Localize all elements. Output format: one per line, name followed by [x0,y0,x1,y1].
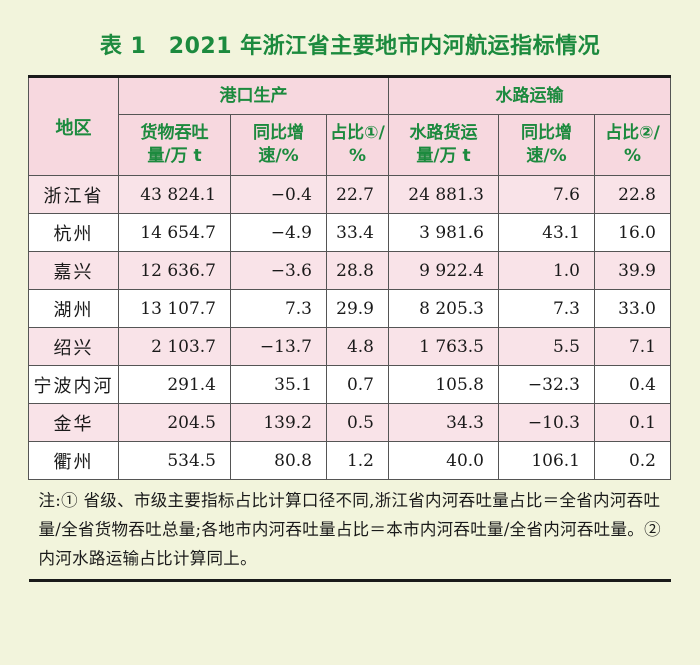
region-cell: 金华 [28,403,119,442]
table-row: 绍兴 2 103.7 −13.7 4.8 1 763.5 5.5 7.1 [28,327,671,366]
region-header: 地区 [28,76,119,176]
port-growth-cell: 35.1 [230,365,327,404]
water-share-header: 占比②/% [594,114,671,176]
port-growth-cell: −4.9 [230,213,327,252]
water-growth-header: 同比增 速/% [498,114,595,176]
port-production-header: 港口生产 [118,76,389,115]
port-share-header: 占比①/% [326,114,389,176]
water-share-cell: 0.1 [594,403,671,442]
water-cargo-cell: 24 881.3 [388,175,499,214]
table-footnote: 注:① 省级、市级主要指标占比计算口径不同,浙江省内河吞吐量占比＝全省内河吞吐量… [28,479,671,581]
table-row: 湖州 13 107.7 7.3 29.9 8 205.3 7.3 33.0 [28,289,671,328]
water-share-cell: 39.9 [594,251,671,290]
water-growth-cell: 5.5 [498,327,595,366]
port-share-cell: 4.8 [326,327,389,366]
water-cargo-cell: 8 205.3 [388,289,499,328]
table-title: 表 1 2021 年浙江省主要地市内河航运指标情况 [99,34,601,59]
water-share-cell: 7.1 [594,327,671,366]
table-row: 金华 204.5 139.2 0.5 34.3 −10.3 0.1 [28,403,671,442]
port-growth-cell: −0.4 [230,175,327,214]
waterway-transport-header: 水路运输 [388,76,671,115]
water-cargo-cell: 9 922.4 [388,251,499,290]
port-growth-cell: −13.7 [230,327,327,366]
table-row: 衢州 534.5 80.8 1.2 40.0 106.1 0.2 [28,441,671,480]
port-share-cell: 1.2 [326,441,389,480]
water-cargo-header: 水路货运 量/万 t [388,114,499,176]
water-cargo-cell: 105.8 [388,365,499,404]
port-share-cell: 33.4 [326,213,389,252]
water-growth-cell: 7.3 [498,289,595,328]
port-share-cell: 0.7 [326,365,389,404]
water-share-cell: 0.2 [594,441,671,480]
port-growth-cell: −3.6 [230,251,327,290]
port-cargo-cell: 2 103.7 [118,327,231,366]
water-share-cell: 16.0 [594,213,671,252]
table-row: 嘉兴 12 636.7 −3.6 28.8 9 922.4 1.0 39.9 [28,251,671,290]
port-cargo-cell: 13 107.7 [118,289,231,328]
port-cargo-cell: 291.4 [118,365,231,404]
port-cargo-cell: 12 636.7 [118,251,231,290]
water-growth-cell: −10.3 [498,403,595,442]
table-row: 宁波内河 291.4 35.1 0.7 105.8 −32.3 0.4 [28,365,671,404]
region-cell: 湖州 [28,289,119,328]
water-cargo-cell: 40.0 [388,441,499,480]
port-growth-header: 同比增 速/% [230,114,327,176]
port-growth-cell: 80.8 [230,441,327,480]
water-share-cell: 33.0 [594,289,671,328]
port-share-cell: 29.9 [326,289,389,328]
port-cargo-cell: 534.5 [118,441,231,480]
port-cargo-cell: 204.5 [118,403,231,442]
port-share-cell: 22.7 [326,175,389,214]
port-share-cell: 0.5 [326,403,389,442]
water-growth-cell: −32.3 [498,365,595,404]
region-cell: 杭州 [28,213,119,252]
water-growth-cell: 43.1 [498,213,595,252]
water-cargo-cell: 34.3 [388,403,499,442]
water-cargo-cell: 1 763.5 [388,327,499,366]
water-share-cell: 0.4 [594,365,671,404]
table-row: 杭州 14 654.7 −4.9 33.4 3 981.6 43.1 16.0 [28,213,671,252]
water-growth-cell: 106.1 [498,441,595,480]
port-share-cell: 28.8 [326,251,389,290]
water-share-cell: 22.8 [594,175,671,214]
port-cargo-header: 货物吞吐 量/万 t [118,114,231,176]
port-growth-cell: 7.3 [230,289,327,328]
water-growth-cell: 1.0 [498,251,595,290]
port-growth-cell: 139.2 [230,403,327,442]
inland-shipping-table: 地区 港口生产 水路运输 货物吞吐 量/万 t 同比增 速/% 占比①/% 水路货运… [28,75,671,582]
port-cargo-cell: 43 824.1 [118,175,231,214]
water-cargo-cell: 3 981.6 [388,213,499,252]
port-cargo-cell: 14 654.7 [118,213,231,252]
water-growth-cell: 7.6 [498,175,595,214]
region-cell: 宁波内河 [28,365,119,404]
region-cell: 衢州 [28,441,119,480]
region-cell: 浙江省 [28,175,119,214]
region-cell: 嘉兴 [28,251,119,290]
table-row: 浙江省 43 824.1 −0.4 22.7 24 881.3 7.6 22.8 [28,175,671,214]
region-cell: 绍兴 [28,327,119,366]
